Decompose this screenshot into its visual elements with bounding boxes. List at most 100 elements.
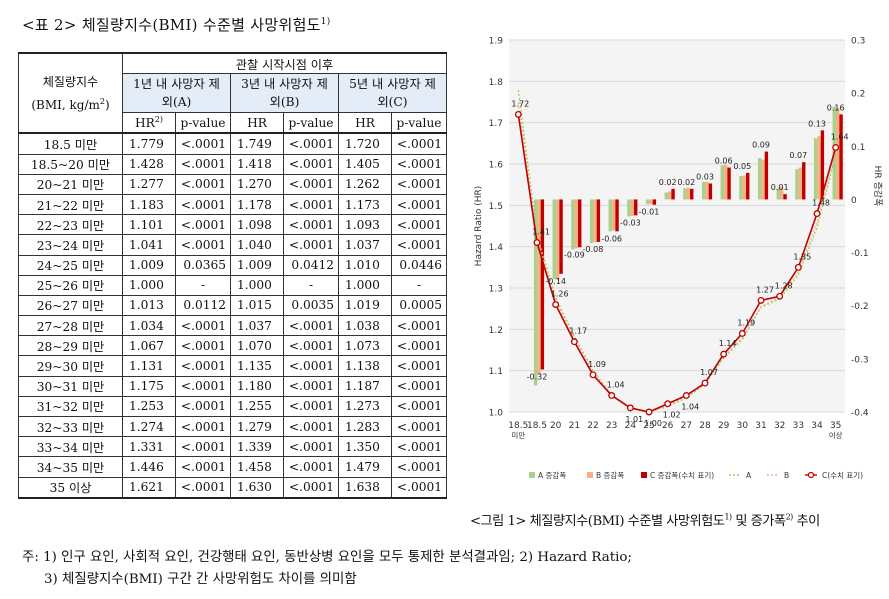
pvalue-c-cell: <.0001 xyxy=(391,132,447,155)
bar xyxy=(630,199,635,216)
bmi-range-cell: 24~25 미만 xyxy=(18,254,123,276)
table-row: 34~35 미만 1.446 <.0001 1.458 <.0001 1.479 <.000… xyxy=(18,456,447,478)
subheader-c: 5년 내 사망자 제외(C) xyxy=(338,73,447,114)
hr-c-cell: 1.638 xyxy=(338,476,392,499)
pvalue-c-cell: <.0001 xyxy=(391,234,447,256)
pvalue-a-cell: <.0001 xyxy=(175,355,231,377)
bmi-range-cell: 31~32 미만 xyxy=(18,395,123,418)
bmi-column-header: 체질량지수 (BMI, kg/m2) xyxy=(18,51,123,134)
legend-label: B xyxy=(784,471,789,480)
y-tick-label: 1.8 xyxy=(489,78,504,88)
hr-a-cell: 1.013 xyxy=(122,294,176,317)
y2-tick-label: 0.3 xyxy=(851,37,865,47)
pvalue-b-cell: <.0001 xyxy=(283,395,339,418)
bar-data-label: 0.01 xyxy=(771,183,789,192)
line-point xyxy=(832,144,840,151)
bar xyxy=(559,199,563,274)
bmi-range-cell: 33~34 미만 xyxy=(18,436,123,458)
table-row: 20~21 미만 1.277 <.0001 1.270 <.0001 1.262 <.000… xyxy=(18,173,447,195)
hr-a-cell: 1.000 xyxy=(122,274,176,296)
line-data-label: 1.02 xyxy=(663,411,681,420)
y-tick-label: 1.2 xyxy=(489,326,503,336)
line-data-label: 1.64 xyxy=(831,132,849,141)
bmi-range-cell: 27~28 미만 xyxy=(18,315,123,337)
line-point xyxy=(794,263,802,271)
hr-c-cell: 1.720 xyxy=(338,132,392,155)
bar-data-label: 0.13 xyxy=(808,119,826,128)
legend-label: A 증감폭 xyxy=(538,470,566,480)
line-point xyxy=(533,239,541,246)
pvalue-b-cell: 0.0412 xyxy=(283,254,339,276)
legend-label: B 증감폭 xyxy=(596,470,624,480)
hr-c-cell: 1.173 xyxy=(338,193,392,216)
bar-data-label: -0.01 xyxy=(639,208,660,217)
bar xyxy=(708,183,713,200)
bmi-range-cell: 26~27 미만 xyxy=(18,294,123,317)
bar xyxy=(652,199,657,205)
bar xyxy=(739,176,743,200)
legend-marker xyxy=(807,471,815,479)
hr-a-cell: 1.277 xyxy=(122,173,176,195)
line-data-label: 1.48 xyxy=(812,199,830,208)
pvalue-c-cell: <.0001 xyxy=(391,335,447,357)
bar xyxy=(615,199,619,232)
pvalue-a-cell: <.0001 xyxy=(175,335,231,357)
line-data-label: 1.17 xyxy=(569,327,587,336)
line-point xyxy=(645,408,653,416)
hr-a-cell: 1.131 xyxy=(122,355,176,377)
bmi-range-cell: 21~22 미만 xyxy=(18,193,123,216)
hr-a-cell: 1.274 xyxy=(122,415,176,438)
hr-b-cell: 1.279 xyxy=(230,415,284,438)
hr-a-cell: 1.067 xyxy=(122,335,176,357)
line-point xyxy=(589,371,597,379)
bar xyxy=(761,159,765,200)
pvalue-a-cell: <.0001 xyxy=(175,375,231,397)
hr-a-cell: 1.779 xyxy=(122,132,176,155)
bar xyxy=(820,130,825,200)
bmi-range-cell: 25~26 미만 xyxy=(18,274,123,296)
bar xyxy=(537,199,541,375)
plot-area xyxy=(509,40,845,412)
y-tick-label: 1.6 xyxy=(489,161,504,171)
hr-a-cell: 1.446 xyxy=(122,456,176,478)
x-tick-label: 29 xyxy=(718,421,730,431)
y-tick-label: 1.7 xyxy=(489,119,503,129)
pvalue-a-cell: <.0001 xyxy=(175,153,231,175)
pvalue-b-cell: <.0001 xyxy=(283,456,339,478)
y2-tick-label: 0.1 xyxy=(851,143,865,153)
bar xyxy=(813,138,818,200)
hr-a-cell: 1.183 xyxy=(122,193,176,216)
pvalue-b-cell: <.0001 xyxy=(283,355,339,377)
line-data-label: 1.26 xyxy=(551,290,569,299)
hr-b-cell: 1.180 xyxy=(230,375,284,397)
table-row: 24~25 미만 1.009 0.0365 1.009 0.0412 1.010 0.044… xyxy=(18,254,447,276)
y2-tick-label: 0 xyxy=(851,196,857,206)
bmi-range-cell: 22~23 미만 xyxy=(18,214,123,236)
pvalue-a-cell: 0.0112 xyxy=(175,294,231,317)
y-tick-label: 1.1 xyxy=(489,367,503,377)
bar xyxy=(571,199,575,250)
hr-a-cell: 1.253 xyxy=(122,395,176,418)
legend-label: C(수치 표기) xyxy=(822,471,863,480)
bar xyxy=(611,199,616,231)
y2-axis-title: HR 증감폭 xyxy=(872,166,884,207)
table-row: 26~27 미만 1.013 0.0112 1.015 0.0035 1.019 0.000… xyxy=(18,294,447,317)
x-tick-label: 18.5 xyxy=(527,421,547,431)
series-line xyxy=(517,114,837,413)
legend-swatch xyxy=(587,472,593,478)
bar xyxy=(757,157,762,200)
table-title-sup: 1) xyxy=(320,17,331,27)
pvalue-c-cell: <.0001 xyxy=(391,355,447,377)
bar-data-label: 0.16 xyxy=(827,103,845,112)
hr-b-cell: 1.418 xyxy=(230,153,284,175)
bmi-range-cell: 29~30 미만 xyxy=(18,355,123,377)
pvalue-header-c: p-value xyxy=(391,112,447,134)
bar xyxy=(667,191,672,200)
series-line xyxy=(517,102,837,413)
hr-b-cell: 1.000 xyxy=(230,274,284,296)
chart-svg: 1.0 1.1 1.2 1.3 1.4 1.5 1.6 1.7 1.8 1.9 -0.4 -0.3 -0… xyxy=(474,37,884,481)
hr-c-cell: 1.262 xyxy=(338,173,392,195)
pvalue-b-cell: <.0001 xyxy=(283,476,339,499)
table-row: 23~24 미만 1.041 <.0001 1.040 <.0001 1.037 <.000… xyxy=(18,234,447,256)
pvalue-b-cell: <.0001 xyxy=(283,315,339,337)
